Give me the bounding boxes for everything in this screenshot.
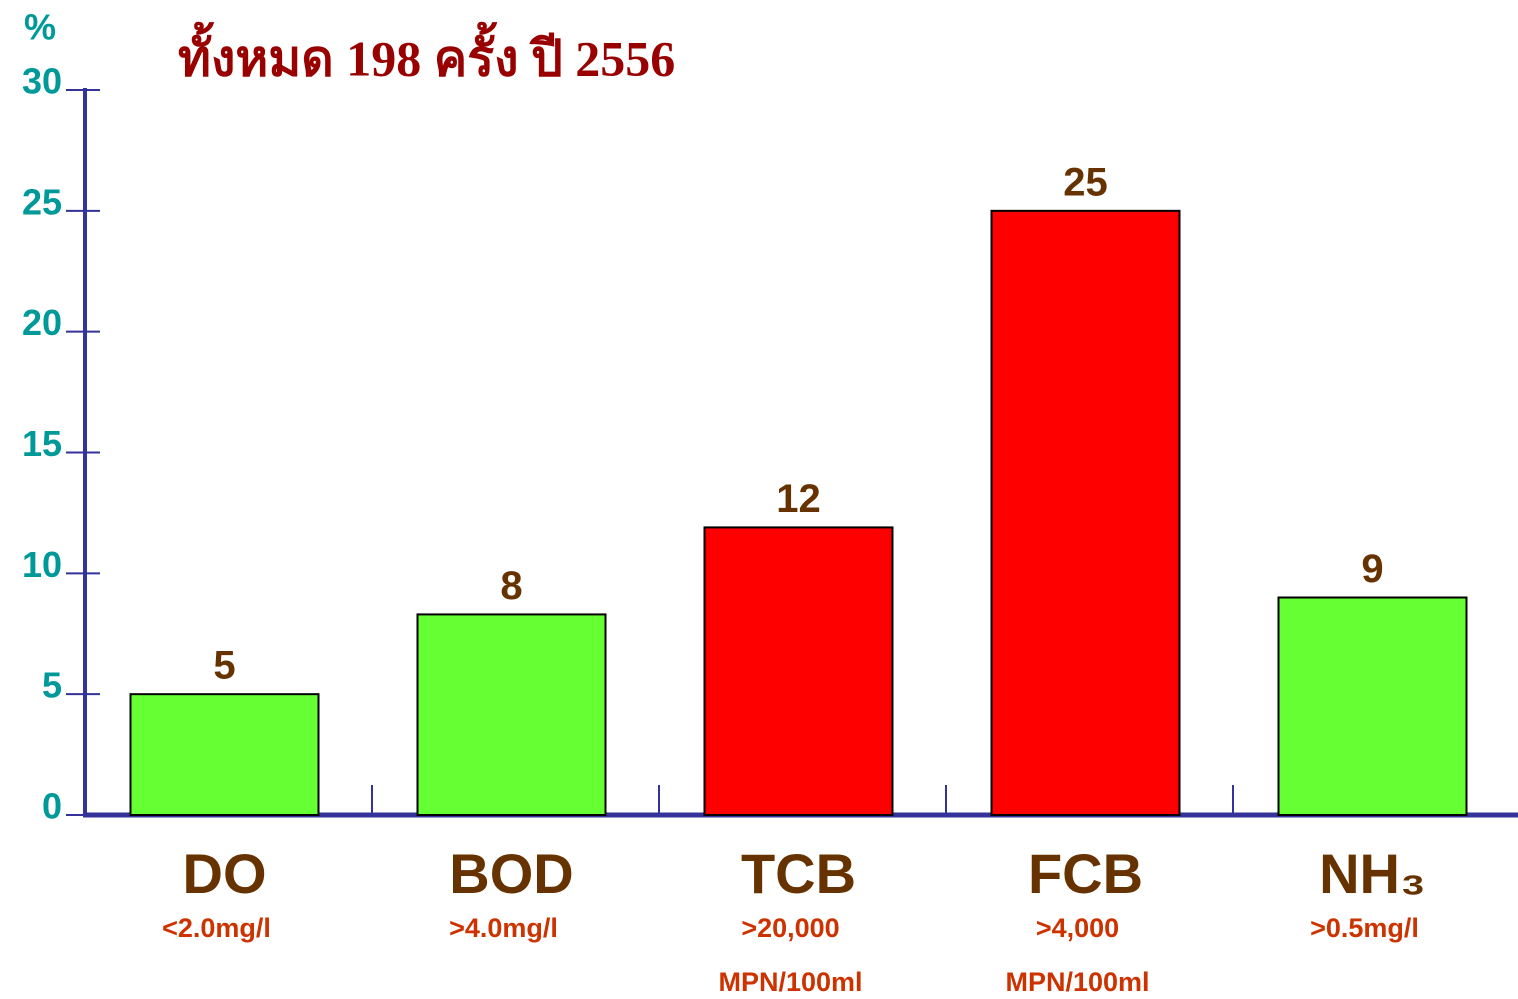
bar: [992, 211, 1180, 815]
chart: % ทั้งหมด 198 ครั้ง ปี 2556 0 5 10 15 20 25 30…: [0, 0, 1518, 999]
y-tick-label: 20: [22, 302, 62, 343]
category-note: >4,000: [1036, 913, 1119, 943]
x-tick-label: BOD: [449, 842, 573, 905]
x-tick-label: NH₃: [1319, 842, 1426, 905]
bar: [705, 527, 893, 815]
y-unit: %: [24, 7, 56, 48]
y-tick-label: 30: [22, 61, 62, 102]
bar: [131, 694, 319, 815]
category-note: >4.0mg/l: [449, 913, 558, 943]
x-tick-label: FCB: [1028, 842, 1143, 905]
x-tick-label: DO: [183, 842, 267, 905]
bar: [418, 614, 606, 815]
value-label: 25: [1063, 160, 1108, 204]
y-tick-label: 15: [22, 423, 62, 464]
chart-title: ทั้งหมด 198 ครั้ง ปี 2556: [178, 21, 675, 86]
category-note: >20,000: [741, 913, 839, 943]
y-tick-label: 10: [22, 544, 62, 585]
category-note: <2.0mg/l: [162, 913, 271, 943]
bar: [1279, 598, 1467, 816]
value-label: 9: [1361, 547, 1383, 591]
x-tick-label: TCB: [741, 842, 856, 905]
value-label: 12: [776, 477, 821, 521]
y-tick-label: 5: [42, 665, 62, 706]
value-label: 5: [213, 644, 235, 688]
value-label: 8: [500, 564, 522, 608]
category-note: MPN/100ml: [718, 967, 862, 997]
category-note: >0.5mg/l: [1310, 913, 1419, 943]
y-tick-label: 25: [22, 181, 62, 222]
y-tick-label: 0: [42, 786, 62, 827]
category-note: MPN/100ml: [1005, 967, 1149, 997]
